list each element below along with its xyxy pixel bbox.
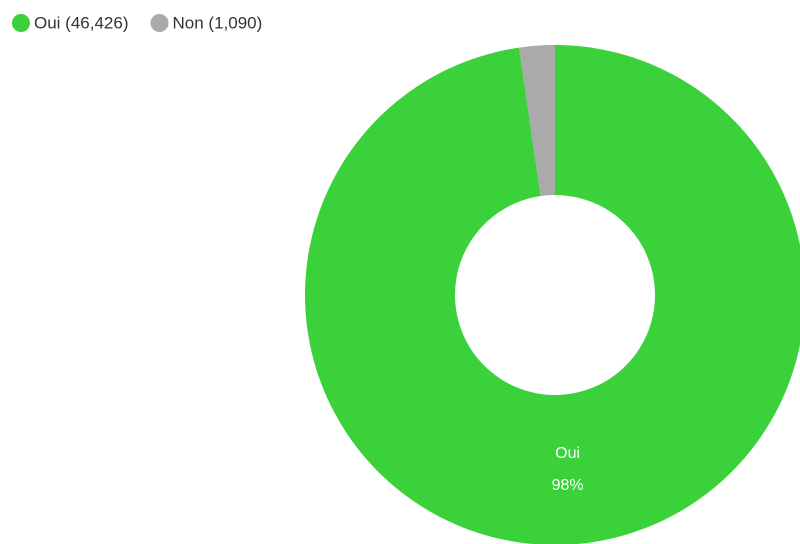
legend-label[interactable]: Oui (46,426) (34, 13, 129, 32)
slice-name: Oui (555, 445, 580, 462)
legend-swatch (150, 14, 169, 32)
legend-swatch (12, 14, 30, 32)
slice[interactable] (519, 45, 555, 197)
slice-value: 98% (552, 477, 584, 494)
legend-label[interactable]: Non (1,090) (173, 13, 263, 32)
slice[interactable] (305, 45, 800, 544)
